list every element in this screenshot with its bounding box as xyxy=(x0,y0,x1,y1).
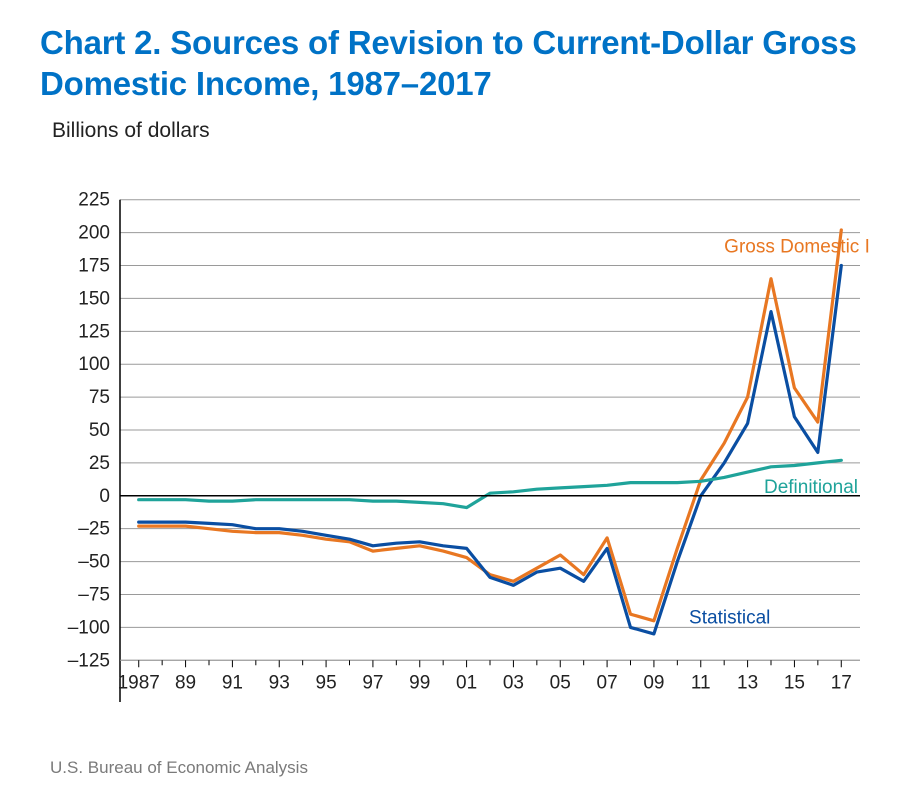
svg-text:–100: –100 xyxy=(68,617,110,638)
svg-text:150: 150 xyxy=(78,288,110,309)
svg-text:89: 89 xyxy=(175,672,196,693)
svg-text:91: 91 xyxy=(222,672,243,693)
series-label-gdi: Gross Domestic Income xyxy=(724,236,870,257)
svg-text:–125: –125 xyxy=(68,650,110,671)
series-gdi xyxy=(139,230,842,621)
svg-text:100: 100 xyxy=(78,354,110,375)
source-note: U.S. Bureau of Economic Analysis xyxy=(50,758,308,778)
series-label-definitional: Definitional xyxy=(764,477,858,498)
svg-text:03: 03 xyxy=(503,672,524,693)
svg-text:93: 93 xyxy=(269,672,290,693)
svg-text:225: 225 xyxy=(78,190,110,211)
svg-text:200: 200 xyxy=(78,223,110,244)
chart-title: Chart 2. Sources of Revision to Current-… xyxy=(0,0,905,105)
chart-plot: –125 –100 –75 –50 –25 0 25 50 75 100 125 150 175 200 2… xyxy=(50,170,870,730)
svg-text:–50: –50 xyxy=(78,552,110,573)
svg-text:95: 95 xyxy=(316,672,337,693)
svg-text:13: 13 xyxy=(737,672,758,693)
series-label-statistical: Statistical xyxy=(689,607,770,628)
svg-text:175: 175 xyxy=(78,256,110,277)
svg-text:125: 125 xyxy=(78,321,110,342)
svg-text:–75: –75 xyxy=(78,584,110,605)
svg-text:17: 17 xyxy=(831,672,852,693)
series-definitional xyxy=(139,460,842,507)
svg-text:15: 15 xyxy=(784,672,805,693)
svg-text:97: 97 xyxy=(362,672,383,693)
chart-svg: –125 –100 –75 –50 –25 0 25 50 75 100 125 150 175 200 2… xyxy=(50,170,870,730)
svg-text:99: 99 xyxy=(409,672,430,693)
svg-text:09: 09 xyxy=(643,672,664,693)
svg-text:75: 75 xyxy=(89,387,110,408)
svg-text:1987: 1987 xyxy=(118,672,160,693)
svg-text:0: 0 xyxy=(99,486,110,507)
svg-text:01: 01 xyxy=(456,672,477,693)
svg-text:05: 05 xyxy=(550,672,571,693)
svg-text:07: 07 xyxy=(597,672,618,693)
svg-text:11: 11 xyxy=(691,672,711,693)
svg-text:25: 25 xyxy=(89,453,110,474)
y-axis-caption: Billions of dollars xyxy=(0,105,905,143)
svg-text:–25: –25 xyxy=(78,519,110,540)
svg-text:50: 50 xyxy=(89,420,110,441)
series-statistical xyxy=(139,266,842,634)
